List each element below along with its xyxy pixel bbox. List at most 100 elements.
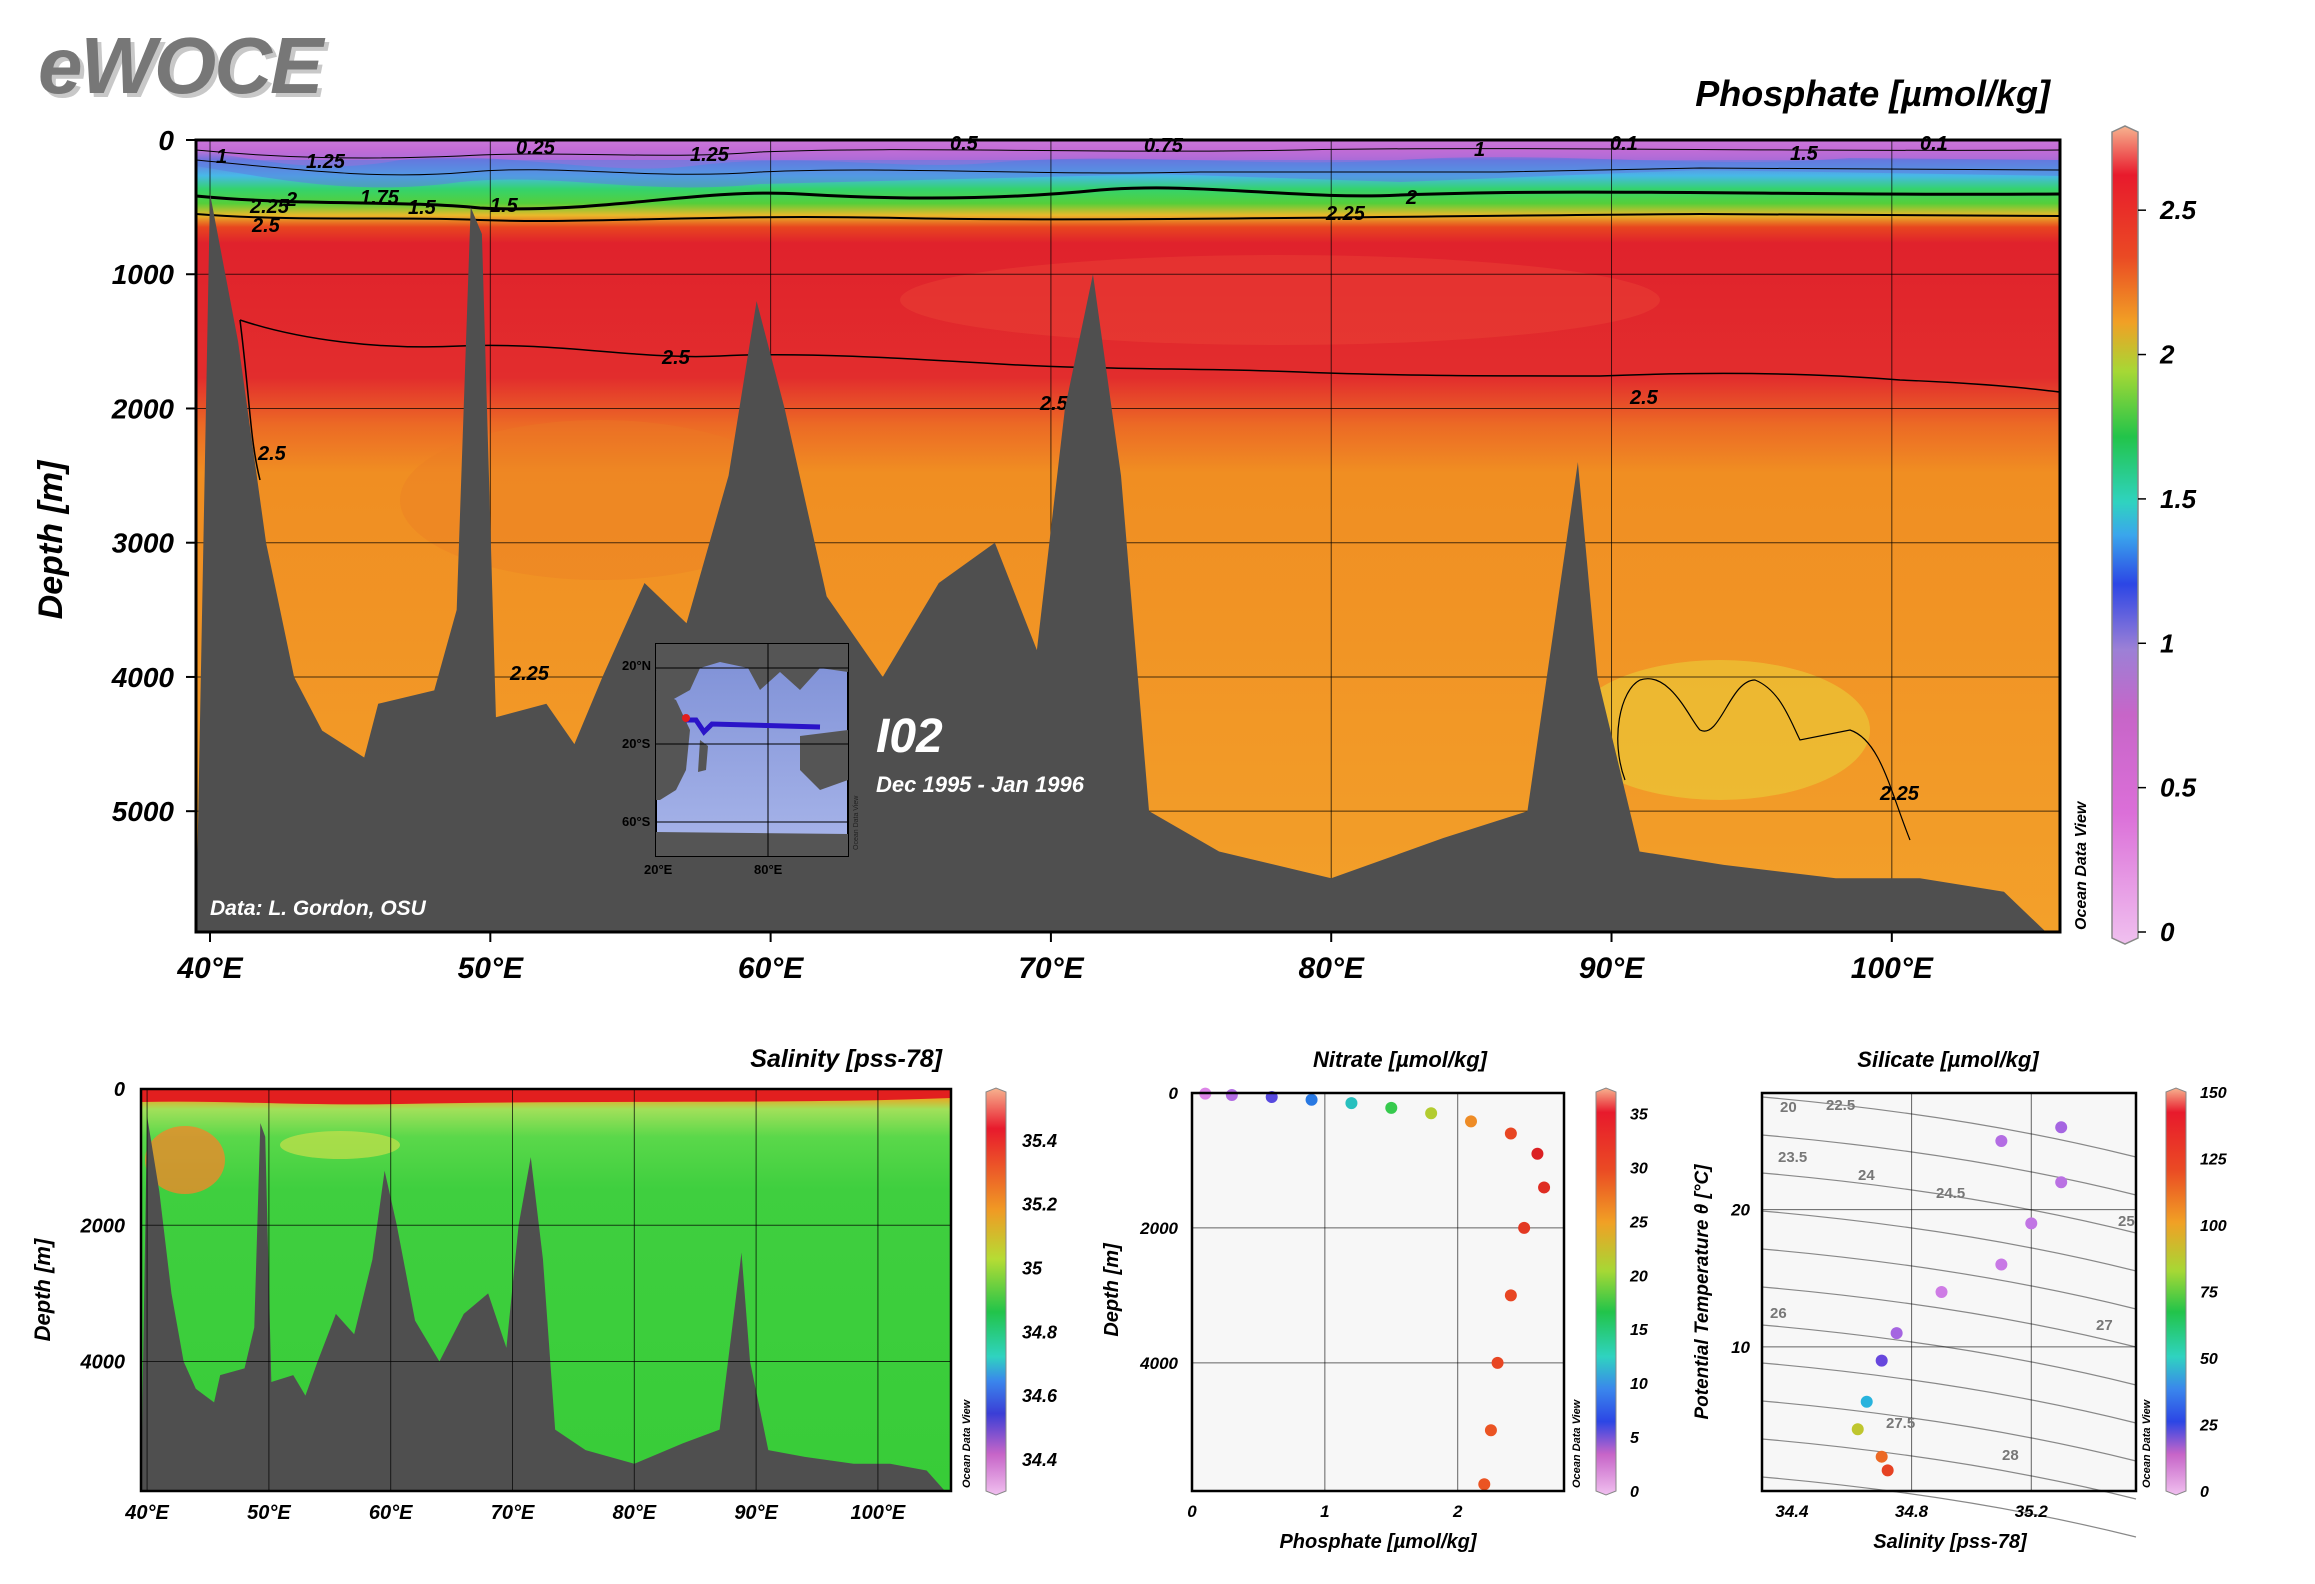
scatter-point — [1465, 1115, 1477, 1128]
contour-label: 2.5 — [257, 443, 287, 465]
colorbar-tick-label: 50 — [2200, 1351, 2218, 1368]
nitrate-frame — [1190, 1091, 1566, 1493]
y-tick-label: 0 — [158, 125, 174, 156]
nitrate-title: Nitrate [µmol/kg] — [1313, 1047, 1488, 1072]
x-tick-label: 90°E — [734, 1502, 778, 1524]
silicate-title: Silicate [µmol/kg] — [1857, 1047, 2039, 1072]
contour-label: 0.1 — [1920, 133, 1948, 155]
isopycnal-line — [1761, 1210, 2137, 1272]
phosphate-title: Phosphate [µmol/kg] — [1695, 73, 2051, 114]
x-tick-label: 90°E — [1579, 952, 1645, 985]
contour-label: 1.25 — [690, 144, 730, 166]
map-credit: Ocean Data View — [853, 795, 860, 850]
x-tick-label: 50°E — [247, 1502, 291, 1524]
scatter-point — [1881, 1464, 1894, 1477]
contour-label: 1.5 — [490, 195, 519, 217]
x-tick-label: 40°E — [124, 1502, 169, 1524]
nitrate-colorbar-ticks: 35 30 25 20 15 10 5 0 — [1629, 1107, 1649, 1501]
scatter-point — [1995, 1258, 2008, 1271]
colorbar-tick-label: 0 — [1630, 1484, 1639, 1501]
scatter-point — [1995, 1135, 2008, 1148]
scatter-point — [2025, 1217, 2038, 1230]
map-land-north — [656, 644, 848, 700]
isopycnal-label: 22.5 — [1826, 1097, 1855, 1114]
x-tick-label: 34.8 — [1895, 1502, 1929, 1521]
scatter-point — [1875, 1354, 1888, 1367]
contour-label: 0.25 — [516, 137, 556, 159]
scatter-point — [1504, 1289, 1517, 1302]
scatter-point — [1425, 1107, 1438, 1120]
nitrate-ylabel: Depth [m] — [1101, 1242, 1123, 1337]
contour-label: 1 — [216, 146, 227, 168]
nitrate-colorbar — [1595, 1087, 1617, 1496]
isopycnal-label: 27.5 — [1886, 1415, 1915, 1432]
isopycnal-line — [1761, 1248, 2137, 1310]
scatter-point — [1935, 1286, 1948, 1298]
cruise-dates: Dec 1995 - Jan 1996 — [876, 772, 1085, 797]
contour-label: 2 — [1405, 187, 1417, 209]
y-tick-label: 10 — [1731, 1338, 1750, 1357]
colorbar-tick-label: 15 — [1630, 1322, 1649, 1339]
scatter-point — [1538, 1181, 1551, 1194]
depth-axis-label: Depth [m] — [32, 459, 70, 619]
isopycnal-line — [1761, 1172, 2137, 1234]
ts-ylabel: Potential Temperature θ [°C] — [1692, 1164, 1713, 1420]
contour-label: 2 — [285, 189, 297, 211]
contour-label: 0.5 — [950, 133, 979, 155]
scatter-point — [2055, 1121, 2068, 1134]
low-phosphate-patch — [1570, 660, 1870, 800]
scatter-point — [1518, 1221, 1531, 1234]
phosphate-frame — [194, 138, 2062, 934]
ts-axes: 34.4 34.8 35.2 20 10 — [1730, 1201, 2048, 1521]
y-tick-label: 1000 — [112, 259, 175, 290]
x-tick-label: 100°E — [851, 1502, 906, 1524]
nitrate-points — [1199, 1087, 1551, 1491]
contour-label: 2.5 — [251, 215, 281, 237]
colorbar-tick-label: 35 — [1630, 1107, 1649, 1124]
scatter-point — [1875, 1450, 1888, 1463]
colorbar-tick-label: 35.4 — [1022, 1131, 1057, 1151]
high-salinity-patch — [145, 1126, 225, 1194]
contour-label: 2.25 — [1879, 783, 1920, 805]
x-tick-label: 60°E — [369, 1502, 413, 1524]
map-lat-label: 60°S — [622, 814, 651, 829]
nitrate-xlabel: Phosphate [µmol/kg] — [1279, 1531, 1477, 1553]
x-tick-label: 60°E — [738, 952, 804, 985]
scatter-point — [1345, 1097, 1358, 1110]
colorbar-tick-label: 5 — [1630, 1430, 1640, 1447]
cruise-id: I02 — [876, 710, 943, 763]
map-africa — [656, 690, 690, 800]
x-tick-label: 2 — [1452, 1502, 1463, 1521]
salinity-grid — [141, 1089, 951, 1491]
y-tick-label: 4000 — [1139, 1354, 1178, 1373]
map-lon-label: 20°E — [644, 862, 673, 877]
salinity-frame — [139, 1087, 953, 1493]
phosphate-axes: 40°E 50°E 60°E 70°E 80°E 90°E 100°E 0 1000 2000 30… — [111, 125, 1934, 985]
scatter-point — [2055, 1176, 2068, 1189]
phosphate-colorbar — [2111, 125, 2139, 945]
isopycnal-label: 28 — [2002, 1447, 2019, 1464]
scatter-point — [1478, 1478, 1491, 1491]
colorbar-tick-label: 75 — [2200, 1285, 2219, 1302]
map-lon-label: 80°E — [754, 862, 783, 877]
nitrate-plot-area — [1192, 1093, 1564, 1491]
x-tick-label: 50°E — [458, 952, 524, 985]
track-start-marker — [682, 714, 690, 722]
map-antarctica — [656, 832, 848, 856]
scatter-point — [1851, 1423, 1864, 1436]
scatter-point — [1484, 1424, 1497, 1437]
isopycnal-label-group: 20 22.5 23.5 24 24.5 25 26 27 27.5 28 — [1770, 1097, 2135, 1464]
colorbar-tick-label: 35 — [1022, 1259, 1043, 1279]
isopycnal-label: 24.5 — [1936, 1185, 1965, 1202]
x-tick-label: 0 — [1187, 1502, 1197, 1521]
colorbar-tick-label: 100 — [2200, 1218, 2227, 1235]
isopycnal-line — [1761, 1476, 2137, 1538]
y-tick-label: 4000 — [80, 1352, 126, 1374]
scatter-point — [1385, 1101, 1398, 1114]
map-madagascar — [698, 740, 708, 772]
x-tick-label: 80°E — [613, 1502, 657, 1524]
x-tick-label: 34.4 — [1775, 1502, 1809, 1521]
cruise-track — [686, 717, 821, 736]
salinity-section: Salinity [pss-78] 40°E 50°E 60°E 70°E 80°E 90… — [30, 1045, 1058, 1524]
